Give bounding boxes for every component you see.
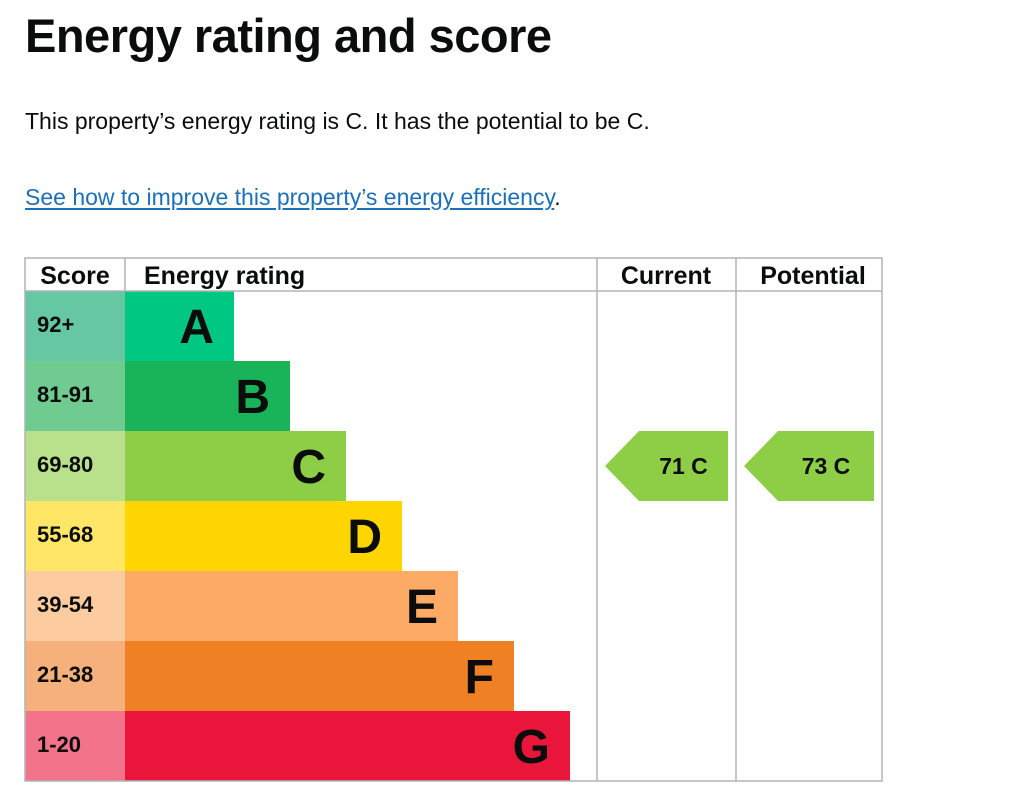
band-letter-a: A: [179, 301, 214, 354]
table-border: [24, 257, 883, 782]
band-letter-e: E: [406, 581, 438, 634]
score-range-d: 55-68: [37, 522, 93, 547]
page-title: Energy rating and score: [25, 9, 552, 62]
band-letter-f: F: [465, 651, 494, 704]
band-bar-e: [125, 571, 458, 641]
rating-summary: This property’s energy rating is C. It h…: [25, 108, 650, 134]
band-letter-b: B: [235, 371, 270, 424]
score-range-f: 21-38: [37, 662, 93, 687]
score-cell-b: [25, 361, 125, 431]
score-cell-g: [25, 711, 125, 781]
band-bar-g: [125, 711, 570, 781]
score-range-g: 1-20: [37, 732, 81, 757]
band-bar-f: [125, 641, 514, 711]
score-cell-d: [25, 501, 125, 571]
band-letter-g: G: [513, 721, 550, 774]
band-letter-c: C: [291, 441, 326, 494]
band-bar-a: [125, 291, 234, 361]
header-potential: Potential: [760, 262, 866, 290]
improve-efficiency-link[interactable]: See how to improve this property’s energ…: [25, 184, 555, 210]
current-rating-label: 71 C: [659, 453, 708, 479]
score-range-b: 81-91: [37, 382, 93, 407]
score-cell-c: [25, 431, 125, 501]
potential-rating-label: 73 C: [802, 453, 851, 479]
link-suffix: .: [554, 184, 561, 210]
band-bar-c: [125, 431, 346, 501]
current-rating-arrow: [605, 431, 728, 501]
score-cell-f: [25, 641, 125, 711]
band-letter-d: D: [347, 511, 382, 564]
improve-link-line: See how to improve this property’s energ…: [25, 182, 561, 212]
header-current: Current: [621, 262, 712, 290]
band-bar-b: [125, 361, 290, 431]
score-cell-e: [25, 571, 125, 641]
header-energy-rating: Energy rating: [144, 262, 305, 290]
score-range-a: 92+: [37, 312, 74, 337]
score-range-e: 39-54: [37, 592, 94, 617]
score-range-c: 69-80: [37, 452, 93, 477]
potential-rating-arrow: [744, 431, 874, 501]
header-score: Score: [40, 262, 110, 290]
score-cell-a: [25, 291, 125, 361]
band-bar-d: [125, 501, 402, 571]
